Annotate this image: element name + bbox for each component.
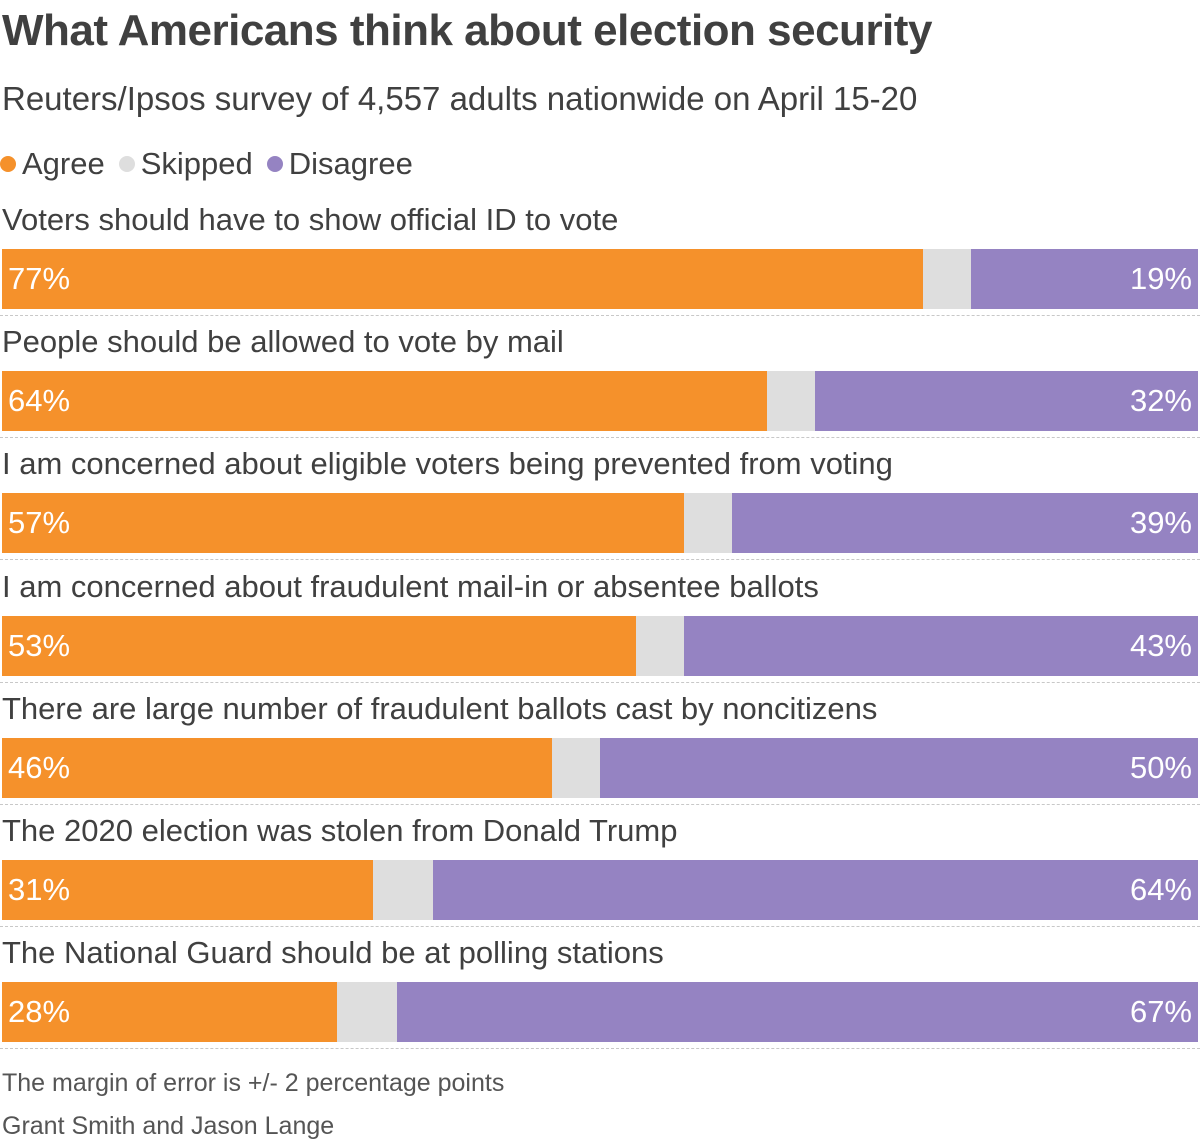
bar-segment-agree — [2, 493, 684, 554]
bar-segment-disagree — [970, 249, 1198, 309]
agree-dot-icon — [0, 156, 16, 172]
chart-title: What Americans think about election secu… — [2, 6, 932, 55]
row-label: The 2020 election was stolen from Donald… — [2, 813, 678, 848]
bar-segment-disagree — [396, 982, 1198, 1043]
bar-segment-skipped — [336, 982, 397, 1043]
bar-segment-disagree — [432, 860, 1198, 920]
bar-segment-skipped — [767, 371, 816, 432]
bar-segment-skipped — [922, 249, 971, 309]
bar-segment-agree — [2, 249, 923, 309]
chart-subtitle: Reuters/Ipsos survey of 4,557 adults nat… — [2, 80, 918, 117]
agree-value-label: 28% — [8, 994, 71, 1030]
bar-segment-agree — [2, 615, 636, 676]
legend-item-disagree: Disagree — [266, 146, 413, 182]
bar-segment-disagree — [600, 737, 1198, 798]
disagree-value-label: 19% — [1129, 261, 1192, 296]
agree-value-label: 77% — [8, 261, 71, 296]
skipped-dot-icon — [118, 156, 135, 172]
bar-segment-disagree — [815, 371, 1198, 432]
row-divider — [0, 1048, 1200, 1050]
agree-value-label: 31% — [8, 872, 71, 907]
legend: Agree Skipped Disagree — [0, 144, 427, 184]
disagree-value-label: 32% — [1129, 383, 1192, 419]
credits: Grant Smith and Jason Lange — [2, 1112, 335, 1140]
disagree-value-label: 50% — [1129, 749, 1192, 785]
bar-segment-skipped — [552, 737, 600, 798]
disagree-value-label: 67% — [1129, 994, 1192, 1030]
legend-label-disagree: Disagree — [288, 146, 413, 181]
disagree-value-label: 43% — [1129, 627, 1192, 663]
bar-segment-agree — [2, 737, 553, 798]
row-label: People should be allowed to vote by mail — [2, 324, 564, 360]
row-divider — [0, 315, 1200, 316]
row-divider — [0, 803, 1200, 805]
disagree-dot-icon — [266, 156, 283, 172]
disagree-value-label: 64% — [1129, 872, 1192, 907]
legend-label-skipped: Skipped — [140, 146, 253, 181]
bar-segment-disagree — [731, 493, 1198, 554]
bar-segment-skipped — [635, 615, 684, 676]
row-divider — [0, 437, 1200, 439]
row-divider — [0, 926, 1200, 927]
bar-segment-agree — [2, 982, 337, 1043]
bar-segment-agree — [2, 860, 373, 920]
row-label: Voters should have to show official ID t… — [2, 202, 619, 237]
agree-value-label: 57% — [8, 505, 71, 541]
agree-value-label: 64% — [8, 383, 71, 419]
agree-value-label: 53% — [8, 627, 71, 663]
row-label: I am concerned about fraudulent mail-in … — [2, 568, 819, 604]
row-label: There are large number of fraudulent bal… — [2, 690, 878, 726]
legend-item-skipped: Skipped — [118, 146, 253, 182]
legend-item-agree: Agree — [0, 146, 105, 182]
row-label: The National Guard should be at polling … — [2, 935, 664, 971]
row-divider — [0, 559, 1200, 561]
margin-of-error-note: The margin of error is +/- 2 percentage … — [2, 1069, 505, 1097]
bar-segment-skipped — [683, 493, 732, 554]
row-divider — [0, 681, 1200, 683]
bar-segment-disagree — [683, 615, 1198, 676]
agree-value-label: 46% — [8, 749, 71, 785]
bar-segment-skipped — [372, 860, 433, 920]
disagree-value-label: 39% — [1129, 505, 1192, 541]
legend-label-agree: Agree — [22, 146, 105, 181]
bar-segment-agree — [2, 371, 768, 432]
row-label: I am concerned about eligible voters bei… — [2, 446, 893, 482]
